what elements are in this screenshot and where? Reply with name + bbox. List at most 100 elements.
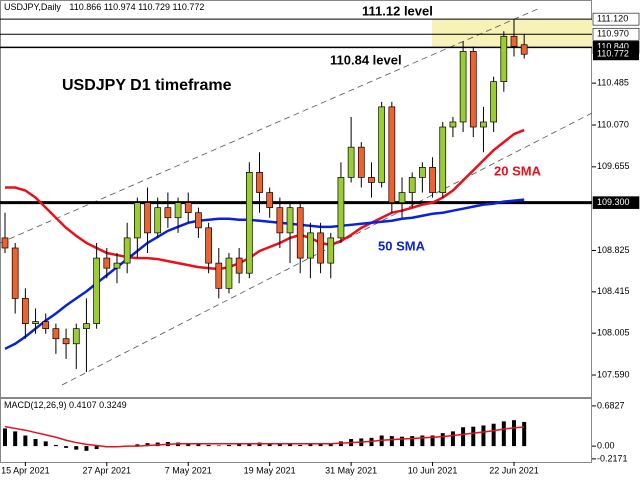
macd-bar [53, 444, 58, 447]
candle-body [347, 146, 355, 178]
candle-body [83, 323, 90, 329]
signal-line [4, 425, 525, 448]
macd-bar [440, 433, 445, 447]
candle-body [408, 177, 416, 193]
candle-body [62, 338, 70, 345]
macd-bar [308, 444, 313, 447]
candle-body [266, 192, 274, 209]
macd-bar [84, 446, 89, 451]
candle-body [388, 106, 396, 203]
macd-bar [3, 428, 7, 447]
macd-bar [94, 446, 99, 450]
candle-body [296, 207, 304, 259]
price-label-box [593, 48, 639, 61]
header-low: 110.729 [138, 2, 170, 12]
level-label: 110.970 [597, 29, 629, 39]
candle-body [317, 232, 324, 264]
candle-body [113, 262, 121, 269]
macd-bar [400, 436, 405, 447]
y-tick-label: 108.005 [597, 328, 630, 338]
candle-body [307, 232, 314, 259]
candle-body [52, 328, 60, 340]
macd-bar [74, 446, 79, 450]
price-label: 110.772 [597, 49, 629, 59]
macd-bar [226, 444, 231, 447]
macd-bar [277, 443, 282, 447]
candle-body [235, 257, 243, 274]
macd-bar [13, 431, 18, 447]
macd-value: 0.4107 [69, 400, 97, 410]
candle-body [490, 81, 497, 123]
sma-line [5, 128, 525, 271]
macd-bar [461, 427, 466, 447]
macd-bar [237, 444, 242, 447]
candle-body [327, 237, 335, 264]
candle-body [245, 172, 253, 274]
annotation: 110.84 level [330, 52, 402, 67]
header: USDJPY,Daily 110.866 110.974 110.729 110… [4, 2, 204, 12]
x-tick-label: 15 Apr 2021 [1, 465, 50, 475]
candle-body [22, 298, 29, 324]
x-tick-label: 31 May 2021 [325, 465, 377, 475]
macd-bar [216, 445, 221, 447]
macd-bar [328, 443, 333, 447]
y-tick-label: 110.485 [597, 78, 629, 88]
candle-body [419, 166, 426, 178]
candle-body [429, 166, 436, 193]
macd-bar [512, 420, 516, 447]
level-label-box [592, 196, 640, 209]
macd-bar [410, 436, 415, 447]
candle-body [195, 212, 202, 229]
sma20-label: 20 SMA [494, 163, 542, 178]
annotation: 111.12 level [362, 3, 433, 18]
candle-body [184, 202, 192, 214]
macd-bar [145, 443, 150, 447]
macd-bar [522, 421, 527, 447]
y-tick-label: 108.825 [597, 245, 630, 255]
y-tick-label: 0.00 [597, 440, 615, 450]
y-tick-label: 110.070 [597, 119, 629, 129]
candle-body [398, 192, 406, 203]
macd-bar [267, 443, 272, 447]
candle-body [469, 51, 477, 128]
candle-body [225, 257, 233, 289]
candle-body [378, 106, 386, 183]
candle-body [154, 207, 162, 234]
macd-bar [450, 431, 455, 447]
level-label: 110.840 [597, 42, 629, 52]
macd-bar [23, 435, 28, 447]
level-label-box [592, 12, 640, 26]
macd-bar [33, 439, 38, 447]
x-tick-label: 19 May 2021 [244, 465, 296, 475]
y-tick-label: 0.6827 [597, 400, 625, 410]
candle-body [1, 237, 9, 249]
macd-bar [64, 446, 69, 448]
y-tick-label: 109.655 [597, 161, 630, 171]
candle-body [459, 51, 467, 123]
macd-bar [43, 441, 48, 447]
x-tick-label: 22 Jun 2021 [489, 465, 539, 475]
macd-bar [501, 421, 506, 447]
x-tick-label: 10 Jun 2021 [408, 465, 458, 475]
macd-bar [288, 444, 293, 447]
header-close: 110.772 [173, 2, 205, 12]
price-panel [0, 0, 592, 398]
candle-body [133, 202, 141, 239]
macd-title: MACD(12,26,9) [4, 400, 67, 410]
y-tick-label: -0.2171 [597, 453, 628, 463]
candle-body [449, 121, 457, 128]
sma-line [4, 198, 525, 350]
macd-bar [491, 423, 496, 447]
candle-body [144, 202, 151, 234]
candle-body [520, 44, 528, 55]
y-tick-label: 108.415 [597, 286, 630, 296]
symbol: USDJPY,Daily [4, 2, 61, 12]
candle-body [72, 328, 80, 345]
candle-body [480, 121, 487, 128]
macd-bar [298, 444, 303, 447]
candle-body [500, 35, 508, 83]
level-label-box [592, 27, 640, 41]
macd-bar [430, 435, 435, 447]
candle-body [205, 227, 212, 264]
